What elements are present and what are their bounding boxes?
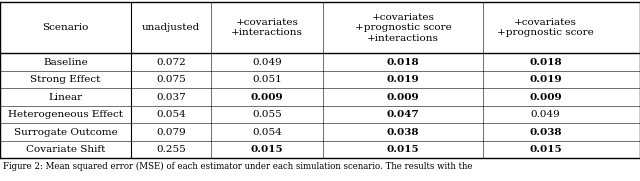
Text: Figure 2: Mean squared error (MSE) of each estimator under each simulation scena: Figure 2: Mean squared error (MSE) of ea… (3, 162, 473, 171)
Text: 0.072: 0.072 (156, 58, 186, 67)
Text: 0.009: 0.009 (529, 93, 562, 102)
Text: Surrogate Outcome: Surrogate Outcome (13, 128, 118, 137)
Text: Linear: Linear (49, 93, 83, 102)
Text: 0.037: 0.037 (156, 93, 186, 102)
Text: 0.018: 0.018 (529, 58, 562, 67)
Text: 0.019: 0.019 (387, 75, 419, 84)
Text: 0.054: 0.054 (252, 128, 282, 137)
Text: Heterogeneous Effect: Heterogeneous Effect (8, 110, 123, 119)
Text: 0.051: 0.051 (252, 75, 282, 84)
Text: 0.075: 0.075 (156, 75, 186, 84)
Text: 0.019: 0.019 (529, 75, 562, 84)
Text: 0.015: 0.015 (529, 145, 562, 154)
Text: 0.049: 0.049 (531, 110, 561, 119)
Text: Baseline: Baseline (44, 58, 88, 67)
Text: +covariates
+prognostic score
+interactions: +covariates +prognostic score +interacti… (355, 13, 452, 43)
Text: 0.038: 0.038 (387, 128, 419, 137)
Text: +covariates
+prognostic score: +covariates +prognostic score (497, 18, 594, 37)
Text: 0.055: 0.055 (252, 110, 282, 119)
Text: 0.079: 0.079 (156, 128, 186, 137)
Text: 0.015: 0.015 (251, 145, 284, 154)
Text: Strong Effect: Strong Effect (31, 75, 100, 84)
Text: Scenario: Scenario (42, 23, 89, 32)
Text: 0.047: 0.047 (387, 110, 419, 119)
Text: +covariates
+interactions: +covariates +interactions (231, 18, 303, 37)
Text: 0.009: 0.009 (251, 93, 284, 102)
Text: 0.054: 0.054 (156, 110, 186, 119)
Text: Covariate Shift: Covariate Shift (26, 145, 106, 154)
Text: 0.009: 0.009 (387, 93, 419, 102)
Text: 0.018: 0.018 (387, 58, 419, 67)
Text: 0.038: 0.038 (529, 128, 562, 137)
Text: 0.015: 0.015 (387, 145, 419, 154)
Text: 0.049: 0.049 (252, 58, 282, 67)
Text: unadjusted: unadjusted (142, 23, 200, 32)
Text: 0.255: 0.255 (156, 145, 186, 154)
